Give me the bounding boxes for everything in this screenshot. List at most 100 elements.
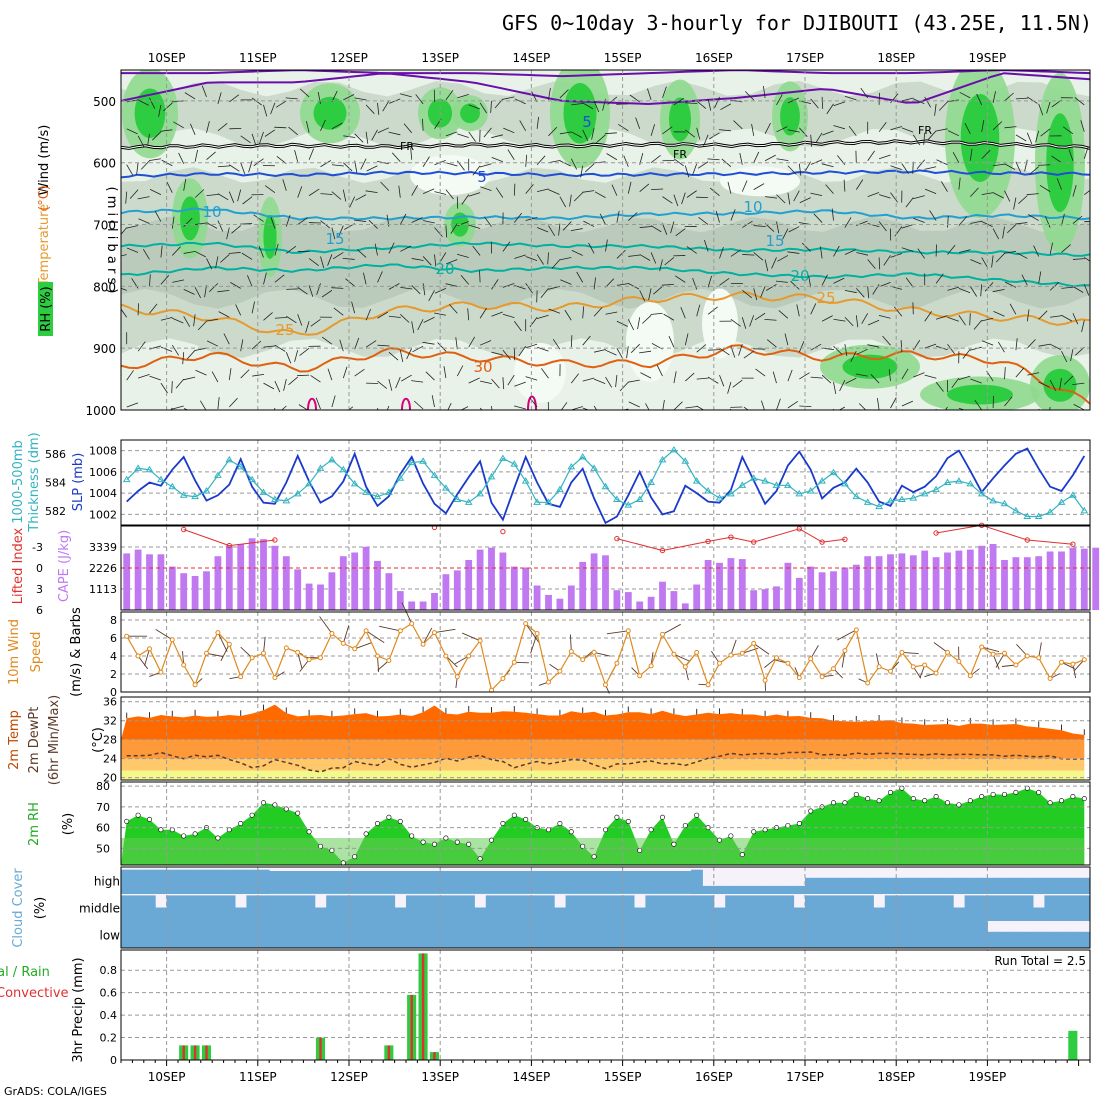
wind-barb — [799, 127, 808, 137]
wind-barb — [685, 406, 698, 409]
wind-barb — [194, 251, 206, 258]
wind-barb — [495, 187, 504, 198]
wind-barb — [149, 375, 161, 381]
wind-barb — [1070, 349, 1074, 362]
wind-barb — [172, 279, 185, 283]
cape-bar — [1046, 551, 1054, 610]
wind-barb — [861, 313, 869, 324]
cloud-bar-middle — [337, 895, 350, 921]
li-point — [181, 526, 187, 533]
wind-barb — [616, 249, 626, 259]
wind-barb — [400, 313, 410, 323]
wind-barb — [980, 284, 983, 297]
wind-barb — [727, 381, 732, 394]
wind-barb — [890, 192, 898, 203]
thickness-marker — [134, 464, 142, 471]
li-segment — [936, 524, 982, 534]
wind-barb — [1051, 155, 1062, 164]
cape-bar — [830, 571, 837, 610]
wind-barb — [883, 255, 891, 266]
wind10m-point — [215, 630, 221, 636]
wind-barb — [810, 192, 823, 197]
wind10m-point — [124, 633, 130, 639]
wind10m-point — [454, 674, 460, 680]
wind-barb — [288, 376, 298, 386]
cape-bar — [966, 549, 974, 610]
wind10m-point — [694, 649, 700, 655]
rh2m-ytick: 70 — [96, 801, 110, 814]
cloud-bar-middle — [440, 895, 453, 921]
cape-bar — [978, 545, 986, 610]
wind-barb — [327, 368, 333, 381]
wind-barb — [969, 313, 971, 326]
wind10m-point — [318, 655, 323, 661]
cloud-bar-high — [941, 877, 954, 894]
wind-barb — [229, 164, 240, 172]
cloud-level-low: low — [100, 929, 121, 943]
wind-barb — [171, 100, 184, 103]
wind-barb — [310, 375, 321, 383]
thickness-marker — [385, 488, 393, 495]
cloud-bar-middle — [178, 895, 190, 921]
rh2m-point — [591, 854, 597, 860]
wind10m-barb — [1016, 643, 1028, 657]
wind-barb — [142, 248, 150, 260]
cloud-bar-high — [292, 871, 304, 894]
wind-barb — [825, 184, 834, 194]
cloud-bar-high — [645, 871, 658, 894]
precip-conv-bar — [205, 1045, 208, 1060]
wind-barb — [559, 196, 567, 208]
wind-barb — [388, 378, 393, 391]
wind-barb — [708, 132, 720, 140]
wind-barb — [751, 123, 755, 136]
wind-barb — [455, 337, 458, 350]
wind-barb — [491, 134, 503, 139]
wind-barb — [912, 161, 914, 174]
wind-barb — [822, 130, 834, 136]
wind10m-point — [614, 660, 620, 666]
wind-barb — [248, 160, 253, 173]
cloud-bar-low — [383, 921, 396, 948]
wind-barb — [331, 90, 338, 103]
wind-barb — [1039, 184, 1051, 192]
wind-barb — [1072, 184, 1077, 197]
precip-legend-conv: Convective — [0, 986, 69, 1001]
cloud-bar-middle — [463, 895, 475, 921]
wind-barb — [472, 245, 481, 256]
cape-bar — [738, 559, 746, 610]
li-segment — [229, 539, 275, 547]
wind10m-point — [283, 645, 289, 651]
wind10m-point — [1024, 653, 1030, 659]
wind-barb — [399, 350, 404, 362]
contour-label-FR: FR — [400, 140, 414, 153]
wind-barb — [1061, 286, 1074, 289]
cloud-bar-high — [451, 871, 464, 894]
wind-barb — [163, 102, 173, 112]
wind-barb — [867, 319, 880, 326]
wind-barb — [154, 210, 162, 222]
rh2m-point — [226, 827, 232, 833]
cloud-bar-high — [178, 869, 190, 894]
wind-barb — [777, 255, 789, 262]
wind-barb — [796, 304, 800, 317]
wind-barb — [299, 88, 310, 98]
wind-barb — [148, 158, 161, 161]
wind-barb — [422, 341, 435, 345]
wind-barb — [867, 150, 875, 161]
wind-barb — [401, 374, 412, 382]
cloud-bar-middle — [622, 895, 635, 921]
wind-barb — [917, 248, 926, 259]
thickness-marker — [236, 462, 245, 470]
wind-barb — [582, 407, 590, 410]
wind-barb — [434, 227, 443, 237]
wind-barb — [231, 225, 241, 234]
cloud-bar-high — [782, 885, 795, 894]
wind-barb — [388, 131, 401, 136]
wind10m-barb — [297, 652, 303, 669]
cape-bar — [602, 555, 609, 610]
wind-barb — [707, 376, 719, 384]
cloud-bar-middle — [280, 895, 293, 921]
wind-barb — [627, 181, 632, 194]
wind-barb — [354, 219, 367, 222]
cloud-bar-middle — [428, 895, 441, 921]
